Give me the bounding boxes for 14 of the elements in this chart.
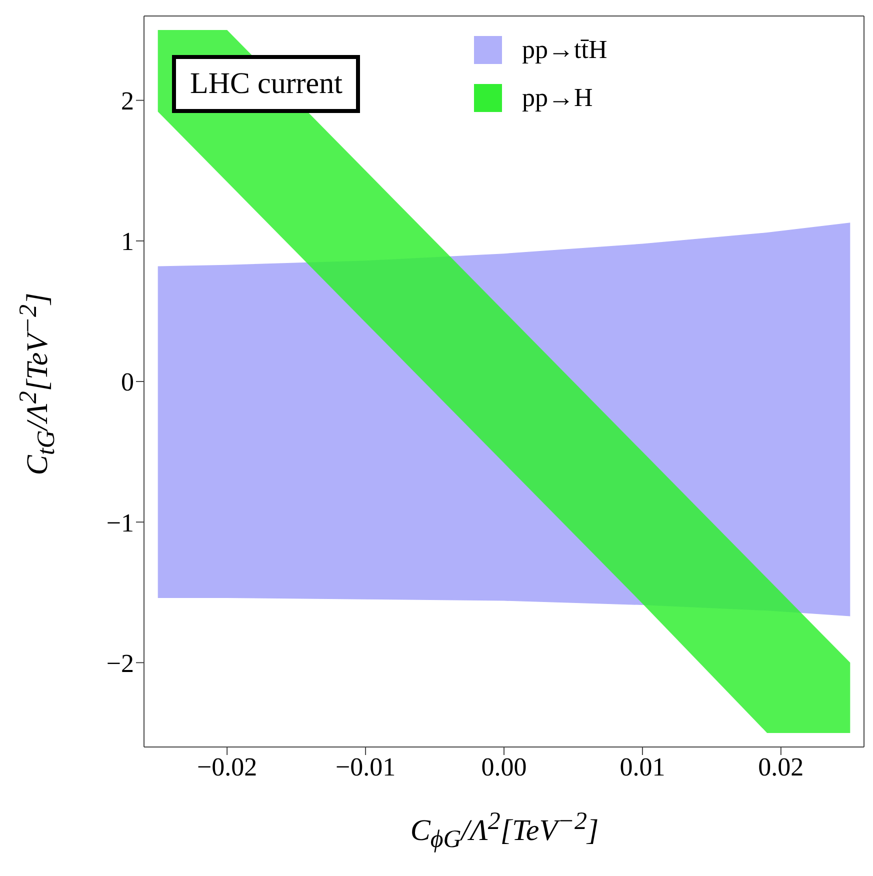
annotation: LHC current	[172, 55, 360, 113]
x-tick-label: 0.01	[620, 752, 666, 782]
x-tick-label: −0.02	[196, 752, 258, 782]
x-axis-title: C$_{ϕG}$/Λ$^{2}$[TeV$^{−2}$]	[409, 808, 600, 854]
y-tick-label: 2	[121, 86, 134, 116]
x-tick-label: −0.01	[335, 752, 396, 782]
legend-label: pp→tt̄H	[522, 35, 608, 65]
y-tick-label: 0	[121, 368, 134, 397]
y-tick-label: −2	[106, 648, 134, 678]
y-tick-label: −1	[106, 508, 134, 538]
y-tick-label: 1	[121, 227, 134, 256]
legend-label: pp→H	[522, 83, 593, 113]
x-tick-label: 0.00	[481, 752, 527, 782]
x-tick-label: 0.02	[758, 752, 804, 782]
